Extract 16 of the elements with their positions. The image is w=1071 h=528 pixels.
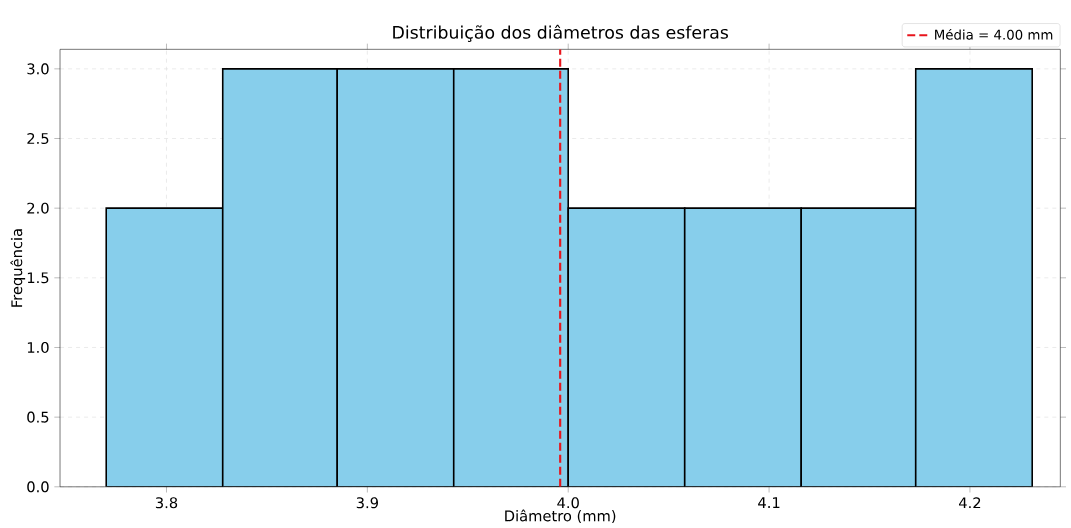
legend-label: Média = 4.00 mm	[935, 29, 1053, 40]
x-tick-label: 4.2	[958, 497, 981, 509]
x-axis-title: Diâmetro (mm)	[505, 509, 616, 524]
y-tick-label: 2.0	[27, 202, 49, 214]
y-tick-label: 1.5	[27, 272, 49, 284]
chart-title: Distribuição dos diâmetros das esferas	[393, 24, 729, 43]
x-tick-label: 4.0	[557, 497, 579, 509]
x-tick-label: 4.1	[758, 497, 780, 509]
y-tick-label: 3.0	[27, 63, 49, 75]
y-tick-label: 0.0	[27, 481, 49, 493]
y-axis-title: Frequência	[10, 229, 26, 307]
y-tick-label: 2.5	[27, 133, 49, 145]
y-tick-label: 1.0	[27, 342, 49, 354]
y-tick-label: 0.5	[27, 411, 49, 423]
x-tick-label: 3.9	[356, 497, 378, 509]
x-tick-label: 3.8	[155, 497, 178, 509]
